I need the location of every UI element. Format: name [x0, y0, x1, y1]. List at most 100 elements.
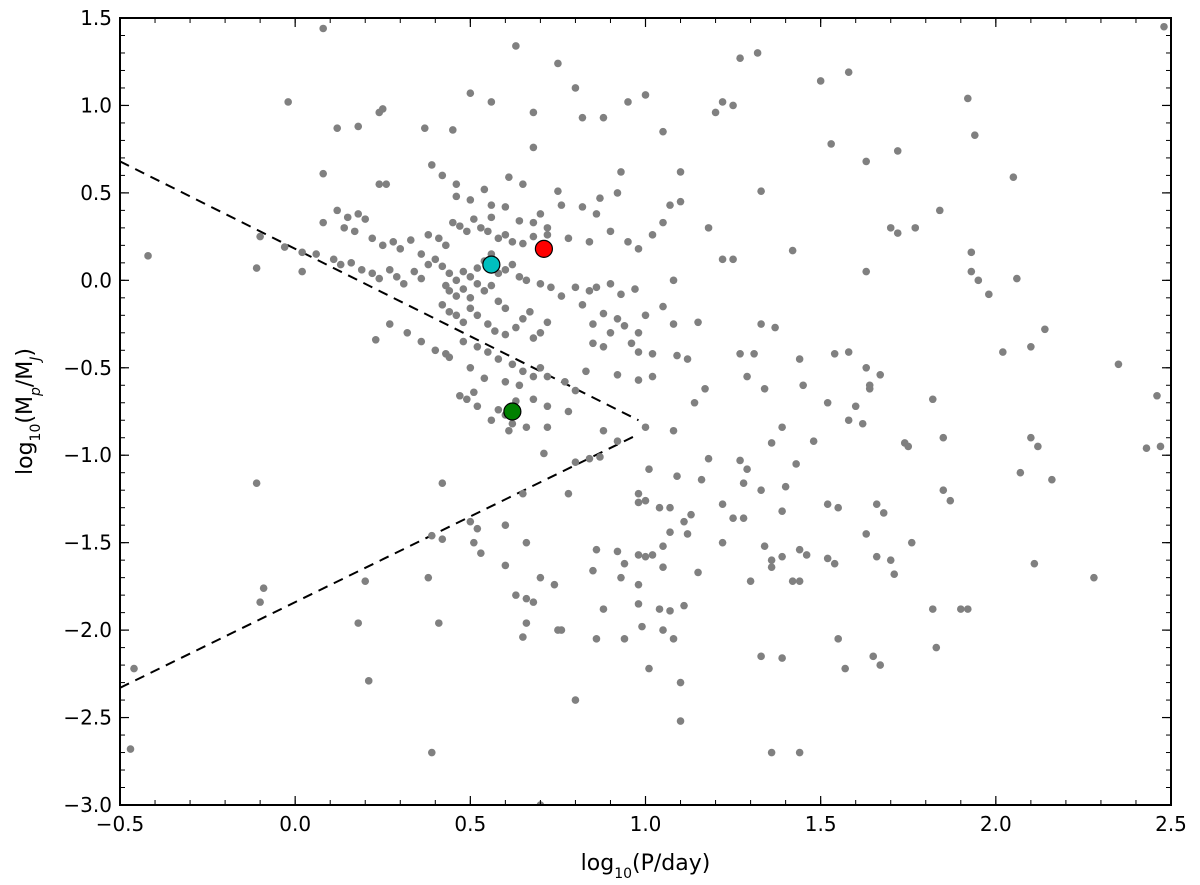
data-point — [666, 607, 674, 615]
data-point — [501, 330, 510, 339]
data-point — [487, 98, 496, 106]
data-point — [939, 486, 948, 495]
boundary-line-1 — [120, 160, 639, 422]
data-point — [519, 367, 527, 376]
data-point — [449, 126, 457, 134]
data-point — [529, 143, 538, 152]
data-point — [620, 559, 629, 568]
data-point — [403, 329, 412, 337]
data-point — [319, 24, 327, 33]
data-point — [512, 591, 520, 599]
data-point — [368, 234, 377, 243]
y-tick-label: 1.0 — [80, 93, 112, 117]
data-point — [862, 363, 871, 372]
data-point — [557, 201, 566, 209]
data-point — [788, 246, 797, 255]
data-point — [501, 304, 510, 313]
data-point — [778, 423, 786, 432]
data-point — [627, 339, 636, 348]
highlighted-point — [534, 239, 554, 258]
data-point — [760, 542, 769, 550]
data-point — [879, 509, 888, 517]
data-point — [872, 552, 881, 561]
data-point — [519, 315, 527, 323]
data-point — [564, 489, 573, 498]
data-point — [1048, 475, 1056, 484]
data-point — [501, 203, 510, 211]
data-point — [634, 329, 643, 337]
data-point — [876, 370, 885, 379]
data-point — [778, 552, 786, 561]
data-point — [410, 267, 419, 276]
data-point — [683, 355, 692, 363]
data-point — [841, 664, 849, 673]
data-point — [144, 252, 152, 260]
data-point — [392, 273, 401, 281]
data-point — [704, 454, 713, 463]
data-point — [673, 472, 681, 481]
y-tick-label: −3.0 — [63, 793, 112, 817]
data-point — [494, 297, 503, 306]
data-point — [865, 384, 874, 393]
data-point — [890, 570, 899, 578]
data-point — [519, 633, 527, 641]
data-point — [396, 245, 405, 253]
data-point — [862, 530, 871, 538]
data-point — [536, 573, 545, 582]
boundary-line-2 — [120, 433, 639, 689]
data-point — [427, 748, 436, 757]
data-point — [739, 479, 748, 488]
data-point — [445, 269, 454, 278]
data-point — [571, 386, 580, 395]
data-point — [526, 308, 534, 316]
data-point — [438, 301, 447, 309]
data-point — [862, 157, 871, 166]
data-point — [438, 479, 447, 488]
data-point — [655, 503, 664, 512]
data-point — [928, 605, 937, 613]
data-point — [771, 323, 779, 332]
data-point — [795, 545, 804, 554]
data-point — [957, 605, 965, 613]
data-point — [683, 530, 692, 538]
data-point — [827, 140, 835, 148]
data-point — [964, 94, 972, 103]
y-tick-label: 0.0 — [80, 268, 112, 292]
data-point — [529, 334, 538, 342]
data-point — [319, 169, 327, 178]
data-point — [505, 173, 513, 181]
data-point — [466, 89, 475, 98]
data-point — [340, 224, 349, 232]
data-point — [375, 108, 384, 117]
data-point — [438, 535, 447, 543]
data-point — [456, 222, 464, 230]
data-point — [718, 98, 727, 106]
data-point — [449, 218, 457, 227]
data-point — [473, 402, 482, 411]
data-point — [1034, 442, 1042, 451]
data-point — [676, 168, 685, 176]
data-point — [435, 234, 443, 243]
data-point — [1009, 173, 1018, 181]
data-point — [676, 197, 685, 206]
data-point — [704, 224, 713, 232]
data-point — [781, 482, 790, 491]
data-point — [1027, 342, 1035, 351]
data-point — [659, 127, 667, 136]
data-point — [361, 215, 370, 223]
data-point — [946, 496, 955, 505]
data-point — [795, 748, 804, 757]
data-point — [298, 248, 306, 257]
data-point — [669, 426, 678, 435]
data-point — [624, 238, 632, 246]
data-point — [361, 577, 370, 585]
data-point — [673, 351, 681, 360]
data-point — [350, 227, 359, 236]
data-point — [354, 122, 363, 131]
data-point — [648, 231, 657, 239]
data-point — [634, 489, 643, 498]
data-point — [760, 384, 769, 393]
data-point — [659, 626, 667, 634]
data-point — [736, 349, 744, 358]
